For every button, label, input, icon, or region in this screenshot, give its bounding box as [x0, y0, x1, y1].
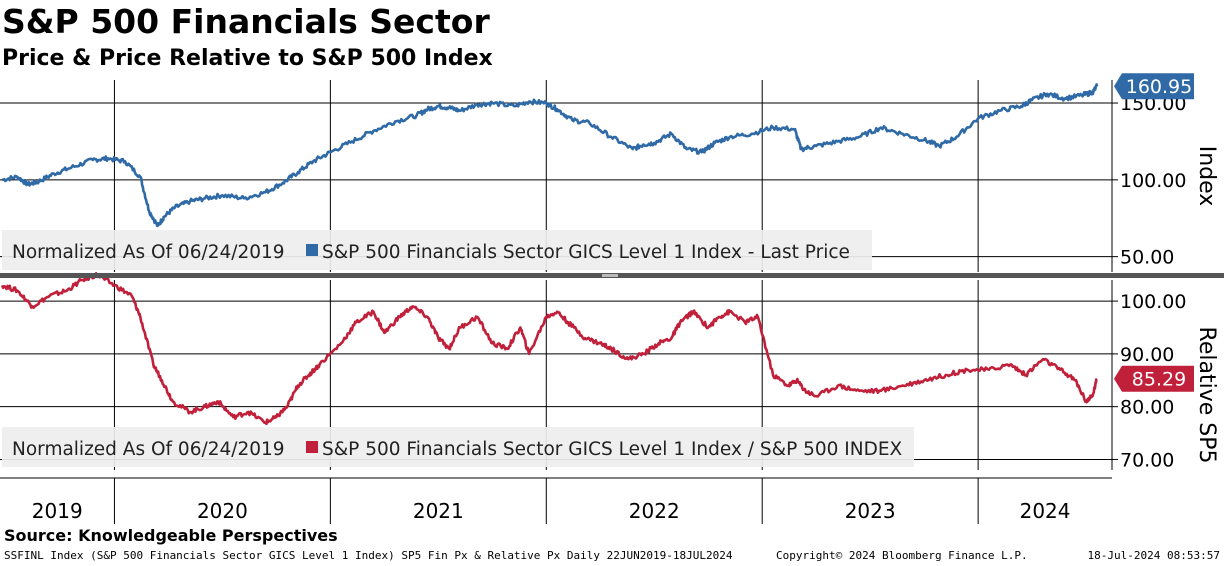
x-tick-label: 2023 [845, 499, 896, 523]
legend-layer: Normalized As Of 06/24/2019 S&P 500 Finan… [2, 230, 914, 467]
x-tick-label: 2022 [629, 499, 680, 523]
x-tick-label: 2024 [1020, 499, 1071, 523]
bottom-legend-note: Normalized As Of 06/24/2019 [12, 439, 285, 460]
bottom-ytick-label: 100.00 [1120, 291, 1186, 313]
bottom-last-value-tag [1114, 365, 1194, 392]
bottom-y-axis-label: Relative SP5 [1194, 327, 1219, 464]
chart-subtitle: Price & Price Relative to S&P 500 Index [2, 46, 493, 71]
footer-copyright: Copyright© 2024 Bloomberg Finance L.P. [776, 549, 1028, 562]
top-ytick-label: 50.00 [1120, 247, 1174, 269]
panel-separator-handle [602, 274, 618, 277]
top-legend-note: Normalized As Of 06/24/2019 [12, 242, 285, 263]
footer-description: SSFINL Index (S&P 500 Financials Sector … [4, 549, 733, 562]
top-legend-swatch [306, 244, 318, 256]
top-legend-box [2, 230, 872, 270]
bottom-ytick-label: 80.00 [1120, 397, 1174, 419]
top-last-value-label: 160.95 [1126, 76, 1192, 98]
top-legend-entry: S&P 500 Financials Sector GICS Level 1 I… [322, 242, 850, 263]
top-ytick-label: 100.00 [1120, 170, 1186, 192]
series-layer [0, 83, 1099, 426]
top-series-line [1, 83, 1099, 228]
bottom-legend-entry: S&P 500 Financials Sector GICS Level 1 I… [322, 439, 903, 460]
chart-area: Normalized As Of 06/24/2019 S&P 500 Finan… [0, 73, 1224, 524]
x-tick-label: 2019 [32, 499, 83, 523]
top-y-axis-label: Index [1194, 146, 1219, 207]
footer-timestamp: 18-Jul-2024 08:53:57 [1087, 549, 1220, 562]
chart-title: S&P 500 Financials Sector [2, 2, 490, 41]
top-last-value-tag [1114, 73, 1194, 100]
bottom-series-line [0, 272, 1098, 426]
bottom-last-value-label: 85.29 [1132, 369, 1186, 391]
grid-layer [0, 80, 1112, 470]
axis-layer: 50.00100.00150.00Index160.9570.0080.0090… [0, 73, 1224, 524]
x-tick-label: 2021 [413, 499, 464, 523]
bottom-ytick-label: 90.00 [1120, 344, 1174, 366]
bottom-legend-box [2, 427, 914, 467]
bottom-legend-swatch [306, 441, 318, 453]
x-tick-label: 2020 [197, 499, 248, 523]
bottom-ytick-label: 70.00 [1120, 449, 1174, 471]
source-note: Source: Knowledgeable Perspectives [4, 526, 338, 545]
